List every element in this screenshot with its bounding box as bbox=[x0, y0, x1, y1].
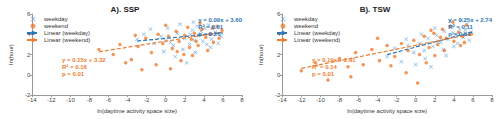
svg-text:6: 6 bbox=[277, 11, 281, 17]
svg-text:R² = 0.11: R² = 0.11 bbox=[448, 24, 473, 30]
svg-text:-10: -10 bbox=[66, 97, 75, 103]
svg-text:p = 0.01: p = 0.01 bbox=[448, 31, 471, 37]
svg-text:-10: -10 bbox=[316, 97, 325, 103]
svg-text:0: 0 bbox=[27, 72, 31, 78]
svg-text:-12: -12 bbox=[47, 97, 56, 103]
svg-text:6: 6 bbox=[471, 97, 475, 103]
svg-text:Linear (weekday): Linear (weekday) bbox=[44, 30, 90, 36]
svg-text:-4: -4 bbox=[125, 97, 131, 103]
svg-text:8: 8 bbox=[240, 97, 244, 103]
svg-text:-8: -8 bbox=[337, 97, 343, 103]
svg-text:4: 4 bbox=[452, 97, 456, 103]
svg-text:Linear (weekend): Linear (weekend) bbox=[294, 37, 340, 43]
svg-text:6: 6 bbox=[221, 97, 225, 103]
svg-text:0: 0 bbox=[414, 97, 418, 103]
svg-text:weekend: weekend bbox=[293, 23, 318, 29]
svg-text:y = 0.25x + 2.74: y = 0.25x + 2.74 bbox=[448, 17, 492, 23]
svg-text:-12: -12 bbox=[297, 97, 306, 103]
svg-text:-2: -2 bbox=[144, 97, 150, 103]
svg-text:-14: -14 bbox=[28, 97, 37, 103]
svg-text:p = 0.26: p = 0.26 bbox=[198, 31, 221, 37]
svg-text:2: 2 bbox=[183, 97, 187, 103]
svg-text:ln(hour): ln(hour) bbox=[258, 44, 264, 65]
svg-text:-2: -2 bbox=[24, 92, 31, 99]
svg-text:-8: -8 bbox=[87, 97, 93, 103]
svg-text:weekday: weekday bbox=[293, 16, 318, 22]
svg-text:ln(daytime activity space size: ln(daytime activity space size) bbox=[97, 108, 177, 114]
svg-text:-2: -2 bbox=[274, 92, 281, 99]
svg-text:-6: -6 bbox=[356, 97, 362, 103]
svg-text:B). TSW: B). TSW bbox=[360, 5, 391, 14]
svg-text:R² = 0.01: R² = 0.01 bbox=[198, 24, 224, 30]
svg-text:8: 8 bbox=[490, 97, 494, 103]
svg-text:R² = 0.16: R² = 0.16 bbox=[62, 64, 88, 70]
svg-text:2: 2 bbox=[277, 52, 281, 58]
svg-text:ln(hour): ln(hour) bbox=[8, 44, 14, 65]
svg-text:p = 0.01: p = 0.01 bbox=[312, 71, 335, 77]
svg-text:2: 2 bbox=[27, 52, 31, 58]
svg-text:A). SSP: A). SSP bbox=[111, 5, 141, 14]
svg-text:y = 0.19x + 2.91: y = 0.19x + 2.91 bbox=[312, 57, 356, 63]
svg-text:Linear (weekday): Linear (weekday) bbox=[294, 30, 340, 36]
svg-text:4: 4 bbox=[276, 31, 281, 38]
svg-text:6: 6 bbox=[27, 11, 31, 17]
svg-text:-2: -2 bbox=[394, 97, 400, 103]
svg-text:y = 0.09x + 3.60: y = 0.09x + 3.60 bbox=[198, 17, 242, 23]
svg-text:p = 0.01: p = 0.01 bbox=[62, 71, 85, 77]
svg-text:weekend: weekend bbox=[43, 23, 68, 29]
svg-text:0: 0 bbox=[277, 72, 281, 78]
svg-text:2: 2 bbox=[433, 97, 437, 103]
svg-text:y = 0.15x + 3.32: y = 0.15x + 3.32 bbox=[62, 57, 106, 63]
svg-text:-14: -14 bbox=[278, 97, 287, 103]
svg-text:4: 4 bbox=[202, 97, 206, 103]
svg-text:-4: -4 bbox=[375, 97, 381, 103]
svg-text:R² = 0.14: R² = 0.14 bbox=[312, 64, 338, 70]
svg-text:0: 0 bbox=[164, 97, 168, 103]
svg-text:weekday: weekday bbox=[43, 16, 68, 22]
svg-text:4: 4 bbox=[26, 31, 31, 38]
svg-text:Linear (weekend): Linear (weekend) bbox=[44, 37, 90, 43]
svg-text:ln(daytime activity space size: ln(daytime activity space size) bbox=[347, 108, 427, 114]
svg-text:-6: -6 bbox=[106, 97, 112, 103]
